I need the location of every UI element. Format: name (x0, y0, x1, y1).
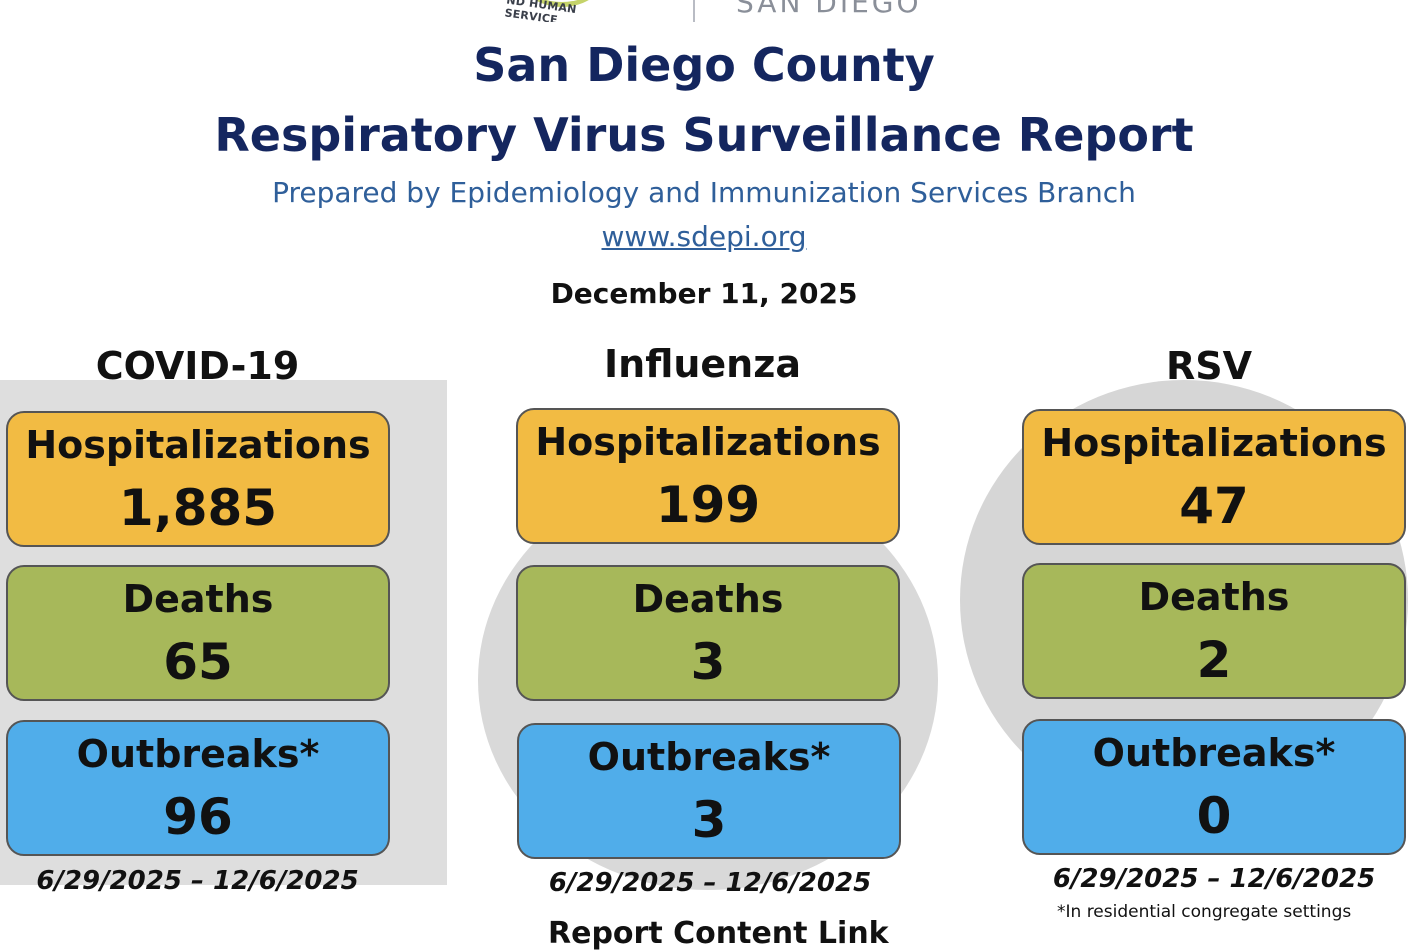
website-link[interactable]: www.sdepi.org (601, 220, 807, 253)
deaths-value: 2 (1196, 631, 1232, 689)
outbreaks-label: Outbreaks* (76, 732, 320, 776)
footnote: *In residential congregate settings (1057, 902, 1352, 922)
hospitalizations-value: 199 (655, 476, 761, 534)
report-title: Respiratory Virus Surveillance Report (214, 108, 1194, 162)
covid-heading: COVID-19 (95, 344, 300, 388)
website-link-wrapper: www.sdepi.org (0, 220, 1408, 253)
covid-hospitalizations-card: Hospitalizations 1,885 (6, 411, 390, 547)
rsv-hospitalizations-card: Hospitalizations 47 (1022, 409, 1406, 545)
hospitalizations-label: Hospitalizations (535, 420, 881, 464)
rsv-deaths-card: Deaths 2 (1022, 563, 1406, 699)
outbreaks-value: 96 (163, 788, 233, 846)
deaths-label: Deaths (632, 577, 784, 621)
hospitalizations-label: Hospitalizations (25, 423, 371, 467)
prepared-by-line: Prepared by Epidemiology and Immunizatio… (272, 176, 1136, 209)
seal-text: ND HUMAN SERVICE (503, 0, 578, 22)
outbreaks-label: Outbreaks* (1092, 731, 1336, 775)
deaths-value: 3 (690, 633, 726, 691)
deaths-value: 65 (163, 633, 233, 691)
county-wordmark-logo: SAN DIEGO (736, 0, 922, 19)
page-title: San Diego County (473, 38, 935, 92)
covid-outbreaks-card: Outbreaks* 96 (6, 720, 390, 856)
outbreaks-label: Outbreaks* (587, 735, 831, 779)
rsv-outbreaks-card: Outbreaks* 0 (1022, 719, 1406, 855)
rsv-heading: RSV (1165, 344, 1253, 388)
covid-deaths-card: Deaths 65 (6, 565, 390, 701)
outbreaks-value: 0 (1196, 787, 1232, 845)
seal-arc-graphic (507, 0, 617, 7)
influenza-outbreaks-card: Outbreaks* 3 (517, 723, 901, 859)
hospitalizations-value: 47 (1179, 477, 1249, 535)
covid-date-range: 6/29/2025 – 12/6/2025 (36, 866, 359, 896)
influenza-hospitalizations-card: Hospitalizations 199 (516, 408, 900, 544)
influenza-date-range: 6/29/2025 – 12/6/2025 (548, 868, 872, 898)
outbreaks-value: 3 (691, 791, 727, 849)
influenza-heading: Influenza (604, 342, 801, 386)
rsv-date-range: 6/29/2025 – 12/6/2025 (1052, 864, 1376, 894)
hospitalizations-label: Hospitalizations (1041, 421, 1387, 465)
report-content-link-heading: Report Content Link (548, 916, 889, 951)
deaths-label: Deaths (122, 577, 274, 621)
county-seal-logo: ND HUMAN SERVICE (495, 0, 630, 22)
report-date: December 11, 2025 (550, 277, 858, 310)
hospitalizations-value: 1,885 (118, 479, 278, 537)
influenza-deaths-card: Deaths 3 (516, 565, 900, 701)
deaths-label: Deaths (1138, 575, 1290, 619)
logo-divider (693, 0, 695, 22)
